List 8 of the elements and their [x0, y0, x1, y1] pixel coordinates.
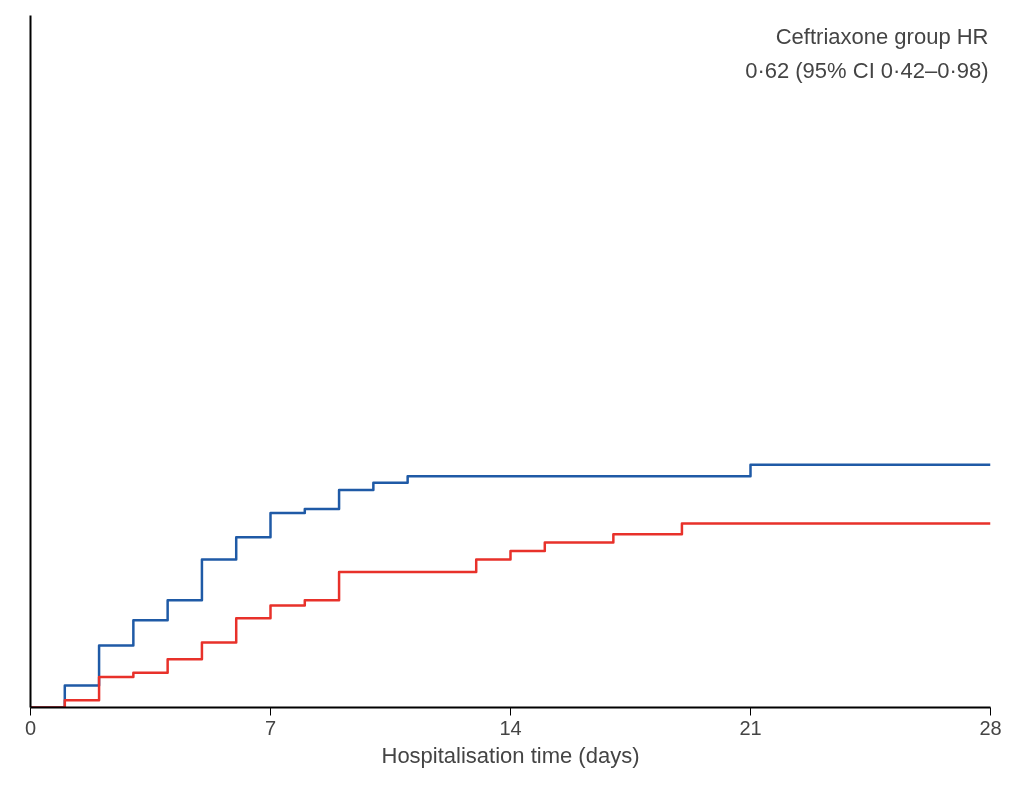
text: 0·62 (95% CI 0·42–0·98) [745, 57, 989, 83]
x-tick-label: 0 [24, 716, 37, 739]
x-tick-label: 14 [499, 716, 522, 739]
text: Ceftriaxone group HR [775, 23, 989, 49]
x-tick-label: 21 [739, 716, 762, 739]
x-tick-label: 7 [264, 716, 277, 739]
x-tick-label: 28 [979, 716, 1002, 739]
x-axis-title: Hospitalisation time (days) [381, 742, 640, 768]
